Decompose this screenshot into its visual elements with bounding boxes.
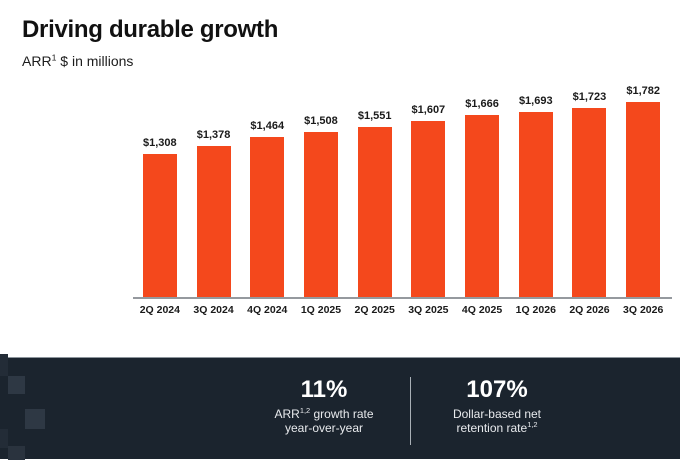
x-axis-label: 4Q 2024 — [247, 304, 288, 316]
bar-value-label: $1,723 — [572, 91, 607, 103]
x-axis-label: 2Q 2025 — [354, 304, 395, 316]
x-axis-label: 3Q 2024 — [193, 304, 234, 316]
pixel-decoration — [25, 409, 45, 429]
x-axis-label: 1Q 2026 — [515, 304, 556, 316]
x-axis-label: 3Q 2026 — [623, 304, 664, 316]
x-axis-line — [133, 297, 672, 299]
bar-slot: $1,666 — [455, 98, 509, 297]
bar-chart: $1,308 $1,378 $1,464 $1,508 $1,551 $1,607 $1,6… — [133, 0, 670, 297]
stat-net-retention-value: 107% — [466, 376, 528, 403]
stat-arr-growth-value: 11% — [300, 376, 348, 403]
bar-slot: $1,551 — [348, 110, 402, 297]
stat-net-retention-label: Dollar-based net retention rate1,2 — [411, 407, 583, 436]
x-axis-label: 2Q 2024 — [139, 304, 180, 316]
bar — [626, 102, 661, 297]
bar — [572, 108, 607, 297]
pixel-decoration — [0, 354, 8, 376]
bar-slot: $1,308 — [133, 137, 187, 297]
subtitle-rest: $ in millions — [56, 53, 134, 69]
bar-value-label: $1,378 — [196, 129, 231, 141]
x-axis-labels: 2Q 2024 3Q 2024 4Q 2024 1Q 2025 2Q 2025 3Q 20… — [133, 304, 670, 316]
stat-label-text: retention rate — [456, 421, 528, 436]
chart-subtitle: ARR1 $ in millions — [22, 53, 133, 69]
stat-label-text: Dollar-based net — [452, 406, 542, 421]
footer-stats-band: 11% ARR1,2 growth rate year-over-year 107… — [0, 354, 680, 460]
bar-slot: $1,782 — [616, 85, 670, 297]
stats-divider — [410, 377, 411, 445]
bar — [196, 146, 231, 297]
bar — [357, 127, 392, 297]
x-axis-label: 1Q 2025 — [300, 304, 342, 316]
subtitle-text: ARR — [22, 53, 52, 69]
pixel-decoration — [0, 429, 8, 448]
page-title: Driving durable growth — [22, 16, 279, 43]
subtitle-footnote-marker: 1 — [51, 52, 57, 63]
stats-row: 11% ARR1,2 growth rate year-over-year 107… — [238, 376, 583, 445]
bar-slot: $1,378 — [187, 129, 241, 297]
bar-slot: $1,464 — [240, 120, 294, 297]
bar-value-label: $1,508 — [304, 115, 338, 127]
bar — [411, 121, 446, 297]
bar-value-label: $1,782 — [626, 85, 660, 97]
stat-net-retention: 107% Dollar-based net retention rate1,2 — [411, 376, 583, 445]
bar — [250, 137, 285, 297]
footnote-marker: 1,2 — [299, 405, 311, 415]
bar — [465, 115, 500, 297]
bar-slot: $1,508 — [294, 115, 348, 297]
bar-value-label: $1,666 — [465, 98, 499, 110]
footnote-marker: 1,2 — [527, 420, 538, 430]
bar-value-label: $1,551 — [357, 110, 392, 122]
x-axis-label: 3Q 2025 — [408, 304, 449, 316]
stat-label-text: ARR — [274, 406, 300, 421]
x-axis-label: 2Q 2026 — [569, 304, 610, 316]
stat-arr-growth: 11% ARR1,2 growth rate year-over-year — [238, 376, 410, 445]
bar — [303, 132, 338, 297]
x-axis-label: 4Q 2025 — [461, 304, 503, 316]
bar — [142, 154, 177, 297]
stat-arr-growth-label: ARR1,2 growth rate year-over-year — [238, 405, 410, 436]
bar-value-label: $1,693 — [518, 95, 553, 107]
bar-value-label: $1,607 — [411, 104, 446, 116]
pixel-decoration — [8, 446, 25, 460]
bar-value-label: $1,464 — [250, 120, 285, 132]
bar-slot: $1,607 — [402, 104, 456, 297]
bar-slot: $1,693 — [509, 95, 563, 297]
stat-label-text: year-over-year — [284, 421, 364, 436]
bar — [518, 112, 553, 297]
bar-value-label: $1,308 — [143, 137, 177, 149]
pixel-decoration — [8, 376, 25, 394]
bar-slot: $1,723 — [563, 91, 617, 297]
stat-label-text: growth rate — [310, 406, 374, 421]
